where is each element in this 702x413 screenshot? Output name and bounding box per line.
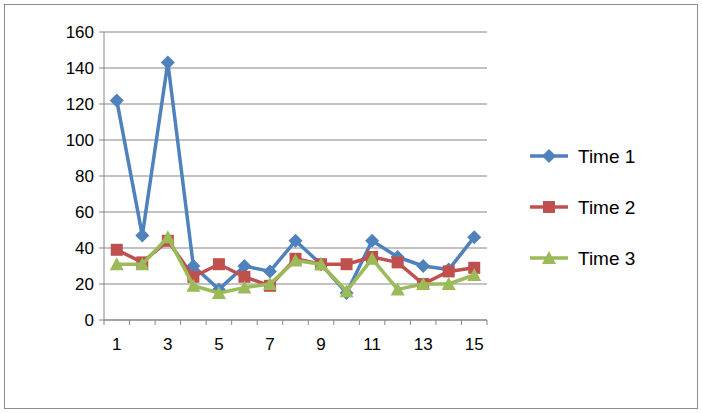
marker — [110, 257, 124, 270]
y-axis — [104, 32, 105, 320]
marker — [416, 277, 430, 290]
chart-root: 02040608010012014016013579111315Time 1Ti… — [0, 0, 702, 413]
legend-marker — [542, 149, 556, 163]
legend-label: Time 2 — [578, 197, 635, 218]
x-tick — [359, 320, 360, 325]
y-tick — [99, 68, 104, 69]
marker — [341, 258, 353, 270]
y-tick-label: 160 — [66, 23, 94, 42]
y-tick-label: 40 — [75, 239, 94, 258]
x-tick-label: 1 — [112, 335, 121, 354]
x-tick-label: 3 — [163, 335, 172, 354]
x-tick — [333, 320, 334, 325]
marker — [110, 93, 124, 107]
grid-line — [104, 140, 487, 141]
marker — [186, 279, 200, 292]
marker — [135, 228, 149, 242]
x-tick — [231, 320, 232, 325]
grid-line — [104, 176, 487, 177]
x-tick — [435, 320, 436, 325]
x-tick-label: 11 — [363, 335, 381, 354]
y-tick-label: 120 — [66, 95, 94, 114]
y-tick — [99, 284, 104, 285]
y-tick — [99, 32, 104, 33]
x-axis — [104, 320, 487, 321]
marker — [161, 230, 175, 243]
marker — [442, 277, 456, 290]
x-tick — [155, 320, 156, 325]
x-tick — [180, 320, 181, 325]
marker — [365, 234, 379, 248]
x-tick-label: 7 — [265, 335, 274, 354]
marker — [263, 277, 277, 290]
grid-line — [104, 68, 487, 69]
marker — [289, 254, 303, 267]
x-tick — [384, 320, 385, 325]
grid-line — [104, 320, 487, 321]
marker — [392, 256, 404, 268]
marker — [442, 263, 456, 277]
x-tick — [308, 320, 309, 325]
y-tick — [99, 248, 104, 249]
y-tick — [99, 212, 104, 213]
y-tick — [99, 176, 104, 177]
y-tick-label: 140 — [66, 59, 94, 78]
x-tick — [410, 320, 411, 325]
marker — [340, 284, 354, 297]
marker — [314, 257, 328, 270]
x-tick — [129, 320, 130, 325]
legend-label: Time 3 — [578, 248, 635, 269]
marker — [416, 259, 430, 273]
grid-line — [104, 212, 487, 213]
legend-marker — [543, 201, 555, 213]
x-tick-label: 5 — [214, 335, 223, 354]
marker — [467, 230, 481, 244]
marker — [237, 281, 251, 294]
chart-border — [5, 5, 698, 409]
marker — [135, 257, 149, 270]
legend-label: Time 1 — [578, 146, 635, 167]
marker — [365, 252, 379, 265]
y-tick-label: 20 — [75, 275, 94, 294]
y-tick-label: 100 — [66, 131, 94, 150]
x-tick — [206, 320, 207, 325]
x-tick-label: 15 — [465, 335, 484, 354]
marker — [213, 258, 225, 270]
marker — [161, 56, 175, 70]
y-tick-label: 60 — [75, 203, 94, 222]
x-tick-label: 13 — [414, 335, 433, 354]
marker — [111, 244, 123, 256]
y-tick-label: 0 — [85, 311, 94, 330]
chart-svg: 02040608010012014016013579111315Time 1Ti… — [0, 0, 702, 413]
marker — [289, 234, 303, 248]
marker — [443, 265, 455, 277]
y-tick — [99, 104, 104, 105]
legend-marker — [542, 251, 556, 264]
y-tick — [99, 140, 104, 141]
y-tick-label: 80 — [75, 167, 94, 186]
series-line — [117, 237, 474, 293]
x-tick — [487, 320, 488, 325]
y-tick — [99, 320, 104, 321]
marker — [263, 264, 277, 278]
marker — [212, 286, 226, 299]
marker — [467, 268, 481, 281]
x-tick — [104, 320, 105, 325]
x-tick-label: 9 — [316, 335, 325, 354]
x-tick — [282, 320, 283, 325]
series-group — [110, 56, 481, 300]
x-tick — [257, 320, 258, 325]
grid-line — [104, 32, 487, 33]
x-tick — [461, 320, 462, 325]
marker — [391, 282, 405, 295]
series-line — [117, 63, 474, 293]
